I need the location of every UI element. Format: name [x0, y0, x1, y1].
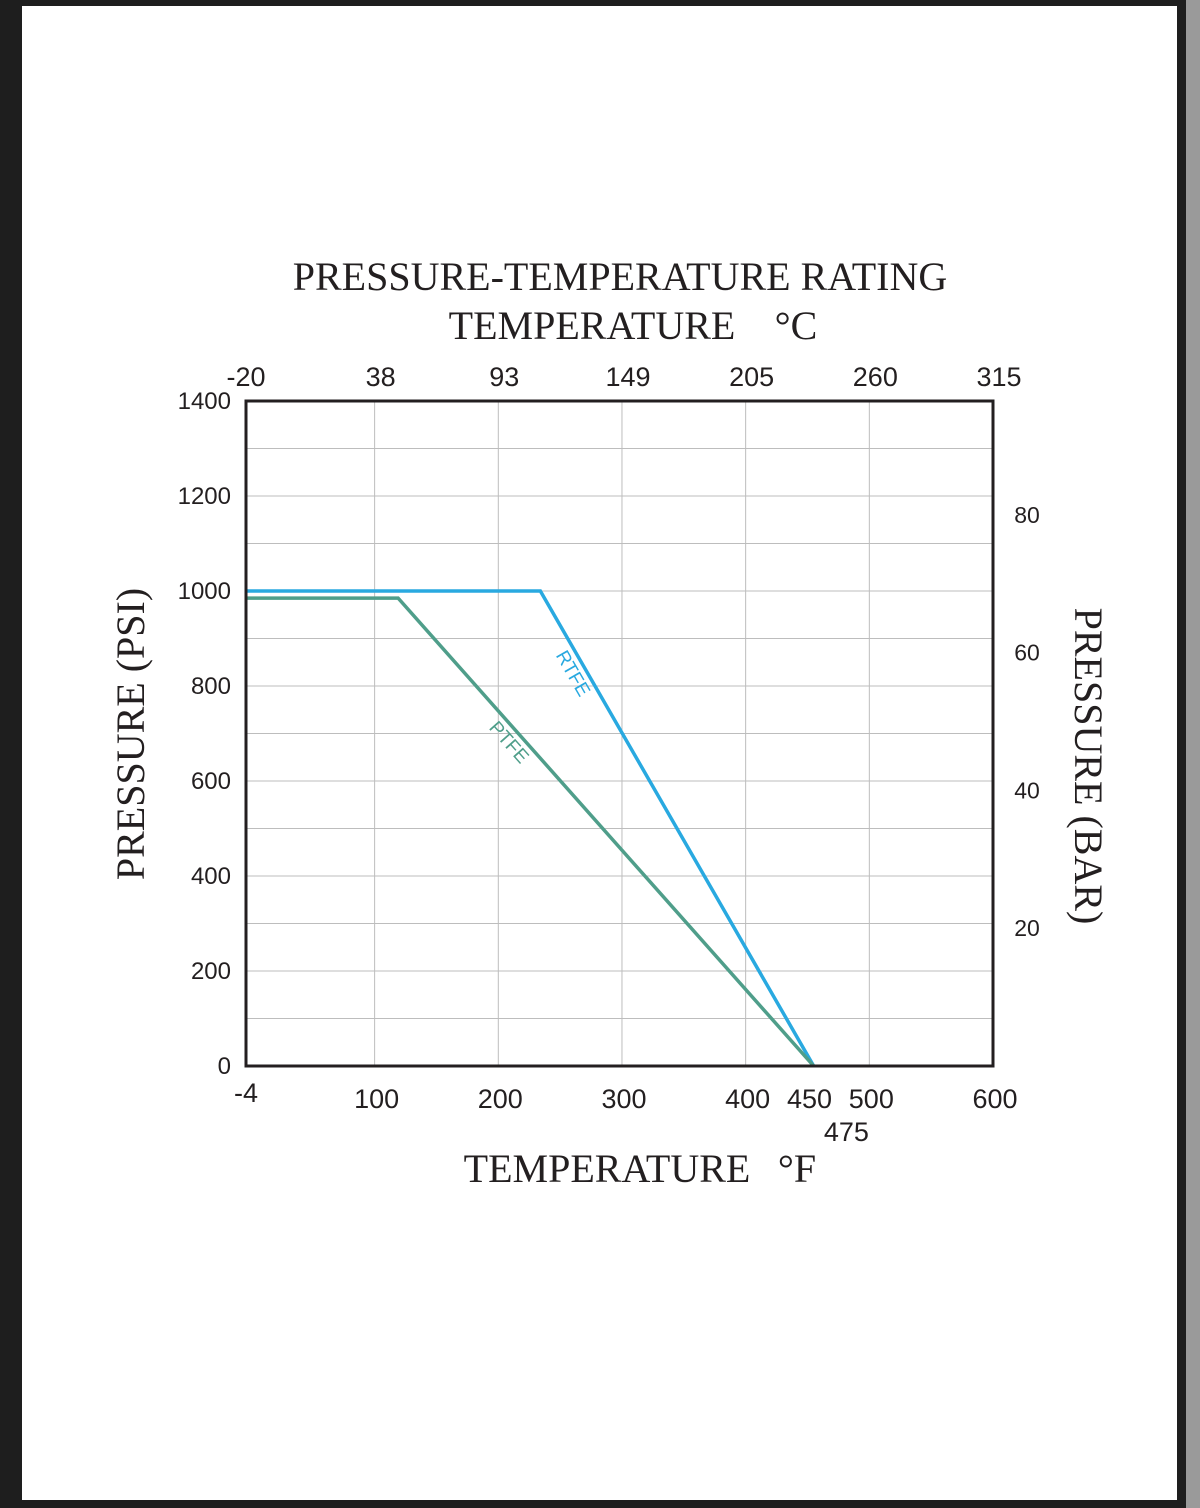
x-tick-label: 300	[601, 1084, 646, 1114]
x-tick-label: 200	[478, 1084, 523, 1114]
x-axis-unit: °F	[778, 1146, 816, 1191]
y2-tick-label: 60	[1014, 640, 1040, 666]
top-tick-label: 149	[605, 362, 650, 392]
y-tick-label: 600	[191, 768, 231, 795]
top-tick-label: 315	[976, 362, 1021, 392]
right-edge-strip	[1186, 0, 1200, 1508]
top-axis-unit: °C	[775, 303, 818, 348]
x-tick-label: 100	[354, 1084, 399, 1114]
y2-tick-label: 40	[1014, 777, 1040, 803]
y-tick-label: 200	[191, 958, 231, 985]
y2-tick-label: 80	[1014, 502, 1040, 528]
x-axis-label: TEMPERATURE	[464, 1146, 751, 1191]
y-tick-label: 1200	[178, 483, 231, 510]
y-tick-label: 800	[191, 673, 231, 700]
top-tick-label: 38	[366, 362, 396, 392]
y-tick-label: 1000	[178, 578, 231, 605]
x-tick-label: 450	[787, 1084, 832, 1114]
plot-frame	[244, 399, 995, 1068]
y-tick-label: 0	[218, 1053, 231, 1080]
series-line-ptfe	[246, 596, 815, 1068]
top-tick-label: 93	[489, 362, 519, 392]
y-axis-label: PRESSURE (PSI)	[108, 588, 153, 880]
top-tick-label: 205	[729, 362, 774, 392]
y2-axis-label: PRESSURE (BAR)	[1066, 608, 1111, 925]
y-tick-label: 400	[191, 863, 231, 890]
top-tick-label: 260	[853, 362, 898, 392]
top-tick-label: -20	[226, 362, 265, 392]
x-tick-label: 500	[849, 1084, 894, 1114]
x-tick-label: 400	[725, 1084, 770, 1114]
x-tick-label: 600	[972, 1084, 1017, 1114]
y2-tick-label: 20	[1014, 915, 1040, 941]
x-tick-label: -4	[234, 1078, 258, 1108]
x-extra-tick-label: 475	[824, 1117, 869, 1147]
top-axis-label: TEMPERATURE	[449, 303, 736, 348]
chart-title: PRESSURE-TEMPERATURE RATING	[293, 254, 948, 299]
series-line-rtfe	[246, 589, 816, 1067]
y-tick-label: 1400	[178, 388, 231, 415]
